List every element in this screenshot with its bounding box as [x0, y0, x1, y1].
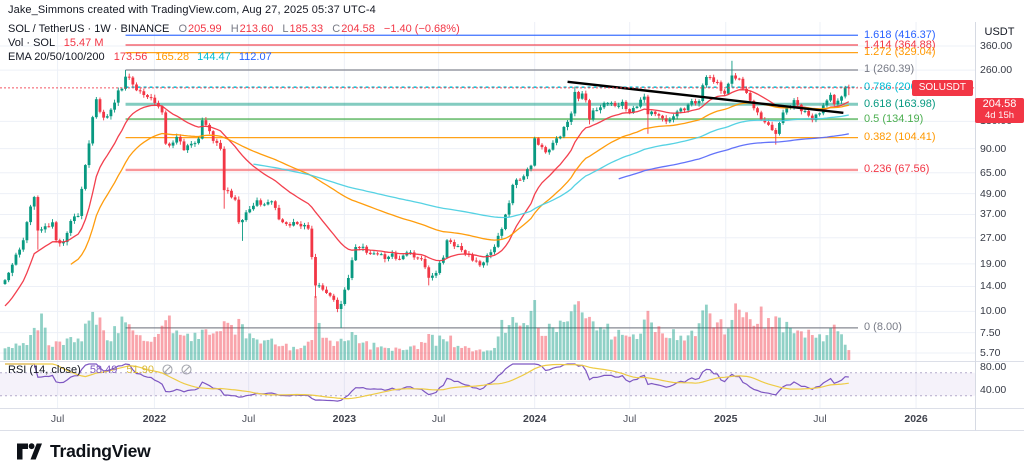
rsi-lines-layer: [5, 363, 849, 402]
candles-layer: [3, 60, 851, 328]
fib-level-label: 0 (8.00): [864, 321, 902, 334]
time-tick-label: 2025: [714, 413, 738, 425]
current-price-badge: 204.58 4d 15h: [975, 97, 1024, 123]
fib-level-label: 1.414 (364.88): [864, 38, 936, 51]
price-tick-label: 7.50: [980, 326, 1001, 339]
chart-canvas[interactable]: [0, 0, 1024, 434]
rsi-tick-label: 40.00: [980, 384, 1007, 396]
time-tick-label: Jul: [241, 413, 256, 425]
time-tick-label: Jul: [431, 413, 446, 425]
tradingview-logo-text: TradingView: [50, 441, 151, 461]
price-tick-label: 19.00: [980, 257, 1007, 270]
low-label: L: [282, 23, 289, 35]
fib-level-label: 0.382 (104.41): [864, 131, 936, 144]
time-tick-label: 2022: [142, 413, 167, 425]
fib-level-label: 0.236 (67.56): [864, 163, 930, 176]
ema-legend[interactable]: EMA 20/50/100/200 173.56 165.28 144.47 1…: [8, 51, 272, 63]
attribution-text: Jake_Simmons created with TradingView.co…: [8, 4, 376, 16]
low-value: 185.33: [289, 23, 324, 35]
symbol-price-label-badge: SOLUSDT: [911, 79, 973, 96]
high-value: 213.60: [239, 23, 274, 35]
price-tick-label: 14.00: [980, 280, 1007, 293]
price-tick-label: 37.00: [980, 208, 1007, 221]
trendline-drawing[interactable]: [567, 80, 844, 115]
tradingview-logo[interactable]: TradingView: [16, 441, 151, 462]
ema50-value: 165.28: [155, 51, 190, 63]
fib-retracement-lines[interactable]: [125, 34, 858, 329]
time-tick-label: 2023: [332, 413, 357, 425]
scale-currency-label: USDT: [984, 26, 1015, 38]
rsi-smoothing-value: 51.90: [126, 364, 154, 376]
main-series-legend[interactable]: SOL / TetherUS · 1W · BINANCE O205.99 H2…: [8, 23, 460, 35]
fib-level-label: 1.618 (416.37): [864, 28, 936, 41]
time-tick-label: 2026: [904, 413, 928, 425]
volume-label: Vol · SOL: [8, 37, 55, 49]
volume-legend[interactable]: Vol · SOL 15.47 M: [8, 37, 103, 49]
volume-bars-layer: [3, 296, 851, 360]
fib-level-label: 0.5 (134.19): [864, 112, 924, 125]
bar-countdown: 4d 15h: [984, 109, 1015, 121]
rsi-band2-hidden-icon[interactable]: [181, 364, 192, 378]
rsi-value: 58.49: [89, 364, 118, 376]
close-value: 204.58: [341, 23, 375, 35]
ema200-value: 112.07: [238, 51, 272, 63]
current-price: 204.58: [982, 97, 1017, 110]
change-value: −1.40 (−0.68%): [383, 23, 460, 35]
fib-level-label: 0.618 (163.98): [864, 97, 936, 110]
fib-level-label: 1 (260.39): [864, 63, 915, 76]
time-tick-label: Jul: [50, 413, 65, 425]
rsi-legend[interactable]: RSI (14, close) 58.49 51.90: [8, 364, 192, 378]
price-tick-label: 10.00: [980, 305, 1007, 318]
ema20-value: 173.56: [113, 51, 148, 63]
price-tick-label: 90.00: [980, 142, 1007, 155]
ema-lines-layer: [4, 89, 850, 307]
close-label: C: [332, 23, 341, 35]
price-tick-label: 360.00: [980, 40, 1013, 52]
price-tick-label: 5.70: [980, 346, 1001, 359]
pane-separators: [0, 22, 1024, 431]
rsi-tick-label: 80.00: [980, 361, 1007, 373]
time-tick-label: 2024: [522, 413, 547, 425]
tradingview-logo-icon: [17, 443, 42, 460]
time-tick-label: Jul: [813, 413, 827, 425]
open-value: 205.99: [188, 23, 222, 35]
high-label: H: [230, 23, 239, 35]
price-tick-label: 27.00: [980, 231, 1007, 244]
ema-label: EMA 20/50/100/200: [8, 51, 105, 63]
fib-level-label: 1.272 (329.04): [864, 46, 936, 59]
price-tick-label: 65.00: [980, 166, 1007, 179]
price-tick-label: 49.00: [980, 187, 1007, 200]
symbol-title: SOL / TetherUS · 1W · BINANCE: [8, 23, 170, 35]
time-tick-label: Jul: [622, 413, 637, 425]
volume-value: 15.47 M: [63, 37, 104, 49]
ema100-value: 144.47: [197, 51, 231, 63]
rsi-label: RSI (14, close): [8, 364, 81, 376]
open-label: O: [178, 23, 187, 35]
price-tick-label: 260.00: [980, 64, 1013, 77]
price-scale-axis[interactable]: USDT 204.58 4d 15h: [975, 22, 1024, 431]
rsi-band-hidden-icon[interactable]: [162, 364, 173, 378]
